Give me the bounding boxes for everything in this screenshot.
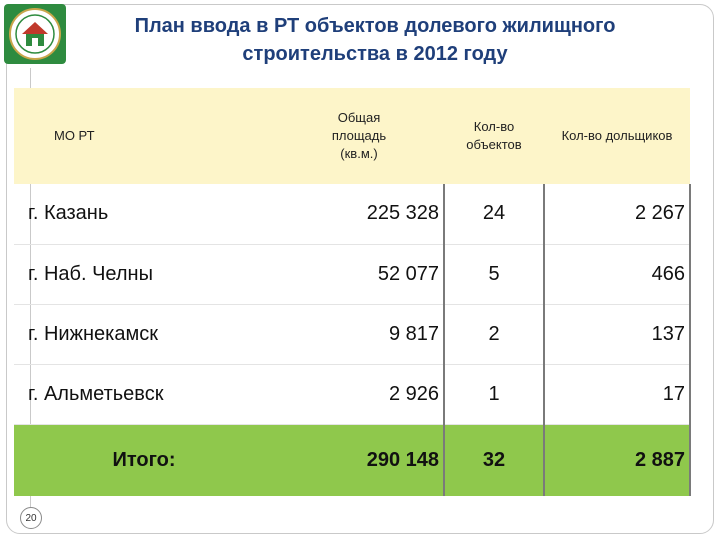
row-objects: 24 <box>444 184 545 245</box>
row-area: 225 328 <box>274 184 445 245</box>
construction-plan-table: МО РТ Общая площадь (кв.м.) Кол-во объек… <box>14 88 691 496</box>
row-objects: 1 <box>444 364 545 425</box>
row-objects: 5 <box>444 244 545 305</box>
column-header-municipality: МО РТ <box>14 88 274 184</box>
row-area: 52 077 <box>274 244 445 305</box>
row-shareholders: 137 <box>544 304 691 365</box>
table-row: г. Альметьевск 2 926 1 17 <box>14 364 691 425</box>
area-header-line: (кв.м.) <box>340 146 378 161</box>
area-header-line: Общая <box>337 110 381 125</box>
column-header-objects: Кол-во объектов <box>444 88 544 184</box>
row-shareholders: 2 267 <box>544 184 691 245</box>
table-row: г. Казань 225 328 24 2 267 <box>14 184 691 245</box>
row-objects: 2 <box>444 304 545 365</box>
row-municipality: г. Нижнекамск <box>14 304 274 365</box>
table-row: г. Нижнекамск 9 817 2 137 <box>14 304 691 365</box>
total-label: Итого: <box>14 424 274 496</box>
objects-header-line: Кол-во <box>473 119 515 134</box>
area-header-line: площадь <box>331 128 387 143</box>
page-number-badge: 20 <box>20 507 42 529</box>
page-title: План ввода в РТ объектов долевого жилищн… <box>90 12 660 68</box>
total-objects: 32 <box>444 424 545 496</box>
row-shareholders: 17 <box>544 364 691 425</box>
row-municipality: г. Альметьевск <box>14 364 274 425</box>
row-municipality: г. Наб. Челны <box>14 244 274 305</box>
title-line-1: План ввода в РТ объектов долевого жилищн… <box>134 15 616 37</box>
table-header-row: МО РТ Общая площадь (кв.м.) Кол-во объек… <box>14 88 690 184</box>
table-total-row: Итого: 290 148 32 2 887 <box>14 424 691 496</box>
organization-logo <box>4 4 66 64</box>
objects-header-line: объектов <box>466 137 522 152</box>
title-line-2: строительства в 2012 году <box>242 43 508 65</box>
row-area: 9 817 <box>274 304 445 365</box>
total-shareholders: 2 887 <box>544 424 691 496</box>
row-area: 2 926 <box>274 364 445 425</box>
row-municipality: г. Казань <box>14 184 274 245</box>
row-shareholders: 466 <box>544 244 691 305</box>
column-header-shareholders: Кол-во дольщиков <box>544 88 690 184</box>
column-header-area: Общая площадь (кв.м.) <box>274 88 444 184</box>
slide-frame <box>6 4 714 534</box>
house-emblem-icon <box>9 8 61 60</box>
total-area: 290 148 <box>274 424 445 496</box>
table-row: г. Наб. Челны 52 077 5 466 <box>14 244 691 305</box>
